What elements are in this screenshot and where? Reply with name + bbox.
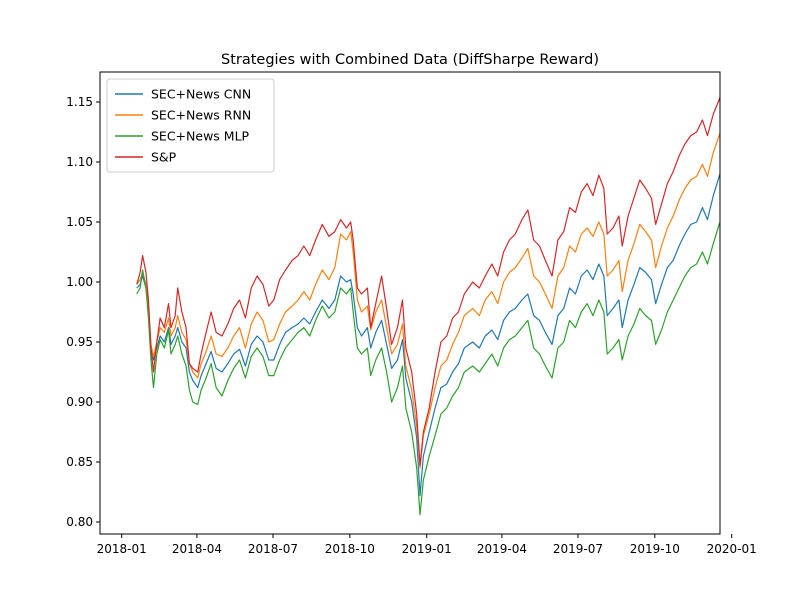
y-tick-label: 0.85 <box>66 455 93 469</box>
legend-label: SEC+News MLP <box>151 129 250 144</box>
legend: SEC+News CNN SEC+News RNN SEC+News MLP S&P <box>106 78 275 173</box>
y-axis: 0.80 0.85 0.90 0.95 1.00 1.05 1.10 1.15 <box>66 95 100 529</box>
y-tick-label: 1.05 <box>66 215 93 229</box>
y-tick-label: 0.90 <box>66 395 93 409</box>
series-line-1 <box>136 172 720 497</box>
legend-box <box>106 78 275 173</box>
legend-label: SEC+News CNN <box>151 87 251 102</box>
x-tick-label: 2019-10 <box>630 542 680 556</box>
x-tick-label: 2018-10 <box>325 542 375 556</box>
x-tick-label: 2019-01 <box>402 542 452 556</box>
series-line-3 <box>136 220 720 516</box>
x-tick-label: 2018-04 <box>172 542 222 556</box>
y-tick-label: 1.10 <box>66 155 93 169</box>
x-tick-label: 2018-07 <box>248 542 298 556</box>
x-tick-label: 2019-07 <box>553 542 603 556</box>
series-line-2 <box>136 131 720 469</box>
x-tick-label: 2018-01 <box>97 542 147 556</box>
y-tick-label: 1.15 <box>66 95 93 109</box>
y-tick-label: 0.80 <box>66 515 93 529</box>
series-line-4 <box>136 95 720 467</box>
x-tick-label: 2020-01 <box>707 542 757 556</box>
x-tick-label: 2019-04 <box>477 542 527 556</box>
plot-frame <box>99 71 721 535</box>
x-axis: 2018-01 2018-04 2018-07 2018-10 2019-01 2019-… <box>97 534 757 556</box>
legend-label: S&P <box>151 150 177 165</box>
chart-title: Strategies with Combined Data (DiffSharp… <box>221 52 599 68</box>
y-tick-label: 0.95 <box>66 335 93 349</box>
y-tick-label: 1.00 <box>66 275 93 289</box>
series-layer <box>136 95 720 516</box>
legend-label: SEC+News RNN <box>151 108 251 123</box>
